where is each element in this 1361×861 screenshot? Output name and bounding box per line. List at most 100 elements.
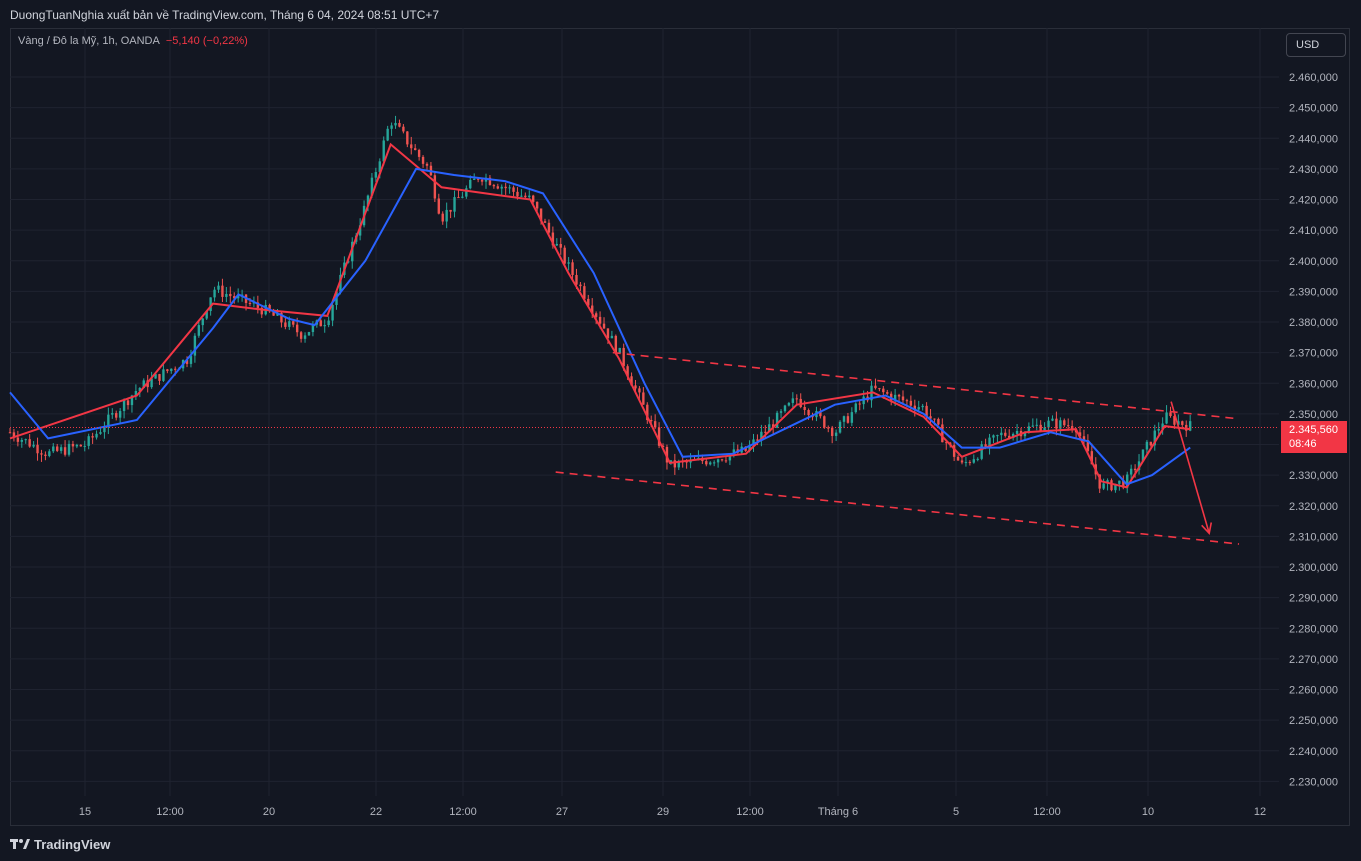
candle [413, 144, 417, 151]
candle-body [284, 322, 287, 327]
candle [657, 422, 661, 449]
price-tick-label: 2.460,000 [1289, 72, 1338, 84]
candle [709, 461, 712, 466]
candle [610, 330, 614, 339]
time-tick-label: 20 [263, 806, 275, 818]
candle [217, 281, 220, 293]
candle-body [988, 437, 991, 448]
candle-body [547, 222, 551, 233]
symbol-name: Vàng / Đô la Mỹ, 1h, OANDA [18, 35, 160, 47]
candle [760, 424, 763, 447]
candle-body [268, 304, 271, 312]
candle-body [445, 209, 448, 222]
candle-body [567, 262, 570, 264]
candle [48, 449, 51, 458]
candle [913, 399, 916, 417]
candle-body [964, 462, 968, 464]
candle-body [929, 416, 932, 419]
candle-body [307, 332, 311, 336]
candle-body [476, 178, 480, 180]
candle-body [543, 221, 547, 223]
candle [1039, 420, 1042, 433]
candle [535, 201, 539, 212]
candle [520, 189, 523, 198]
candle-body [303, 335, 307, 339]
price-tick-label: 2.300,000 [1289, 562, 1338, 574]
candle-body [437, 198, 440, 214]
candle [929, 409, 932, 425]
candle-body [768, 424, 771, 433]
candle [28, 434, 31, 448]
candle-body [921, 405, 924, 408]
symbol-legend[interactable]: Vàng / Đô la Mỹ, 1h, OANDA −5,140 (−0,22%… [18, 35, 248, 47]
price-axis: 2.460,000 2.450,000 2.440,000 2.430,000 2.42… [1289, 72, 1338, 788]
candle-body [854, 403, 857, 413]
price-tick-label: 2.420,000 [1289, 195, 1338, 207]
candle [830, 425, 834, 444]
candle [402, 124, 405, 134]
candle-body [720, 459, 724, 461]
candle [111, 408, 114, 419]
candle-body [166, 369, 169, 372]
price-tick-label: 2.290,000 [1289, 593, 1338, 605]
candle-body [673, 460, 677, 468]
candle [488, 175, 492, 186]
candle [453, 190, 456, 218]
candle-body [1149, 441, 1153, 446]
candle [1110, 478, 1113, 492]
candle-body [1004, 432, 1007, 436]
candle [292, 319, 295, 328]
candle [799, 393, 802, 409]
candle-body [606, 328, 610, 339]
candle [16, 430, 20, 447]
candle-body [925, 405, 928, 417]
candle-body [44, 454, 47, 456]
candle [307, 331, 311, 336]
candle-body [614, 335, 618, 353]
candle-body [1110, 480, 1113, 491]
candle-body [504, 186, 507, 189]
candle-body [893, 394, 897, 401]
price-tick-label: 2.400,000 [1289, 256, 1338, 268]
candle-body [52, 446, 55, 452]
candle-body [937, 418, 940, 425]
candle-body [20, 439, 24, 442]
candle-body [311, 324, 315, 333]
candle-body [402, 126, 405, 132]
candle [819, 408, 822, 419]
candle [40, 449, 43, 462]
candle-body [1031, 425, 1035, 427]
price-tick-label: 2.350,000 [1289, 409, 1338, 421]
ema_slow-line [9, 167, 1191, 486]
candle-body [390, 125, 393, 129]
candle-body [779, 411, 783, 413]
candle [457, 190, 460, 199]
candle-body [67, 443, 71, 455]
candle [484, 173, 488, 189]
footer[interactable]: TradingView [10, 834, 110, 854]
currency-button[interactable]: USD [1286, 33, 1346, 57]
candle-body [122, 400, 126, 412]
candle-body [154, 374, 157, 379]
candle-body [661, 445, 665, 448]
price-tick-label: 2.230,000 [1289, 776, 1338, 788]
time-tick-label: 12:00 [736, 806, 764, 818]
last-price-tag: 2.345,560 08:46 [1281, 421, 1347, 453]
candle-body [551, 232, 555, 246]
candle [787, 401, 791, 407]
candle-body [248, 302, 252, 304]
candle-body [256, 302, 260, 308]
candle-body [783, 405, 787, 412]
candle-body [984, 444, 987, 448]
candle-body [260, 307, 263, 315]
candle [579, 281, 582, 291]
candle [1051, 415, 1054, 422]
price-tick-label: 2.450,000 [1289, 103, 1338, 115]
candle [500, 184, 503, 195]
candle-body [897, 394, 901, 397]
candle [921, 403, 924, 411]
candle-body [457, 197, 460, 199]
candle [433, 171, 437, 203]
candle-body [705, 461, 708, 465]
